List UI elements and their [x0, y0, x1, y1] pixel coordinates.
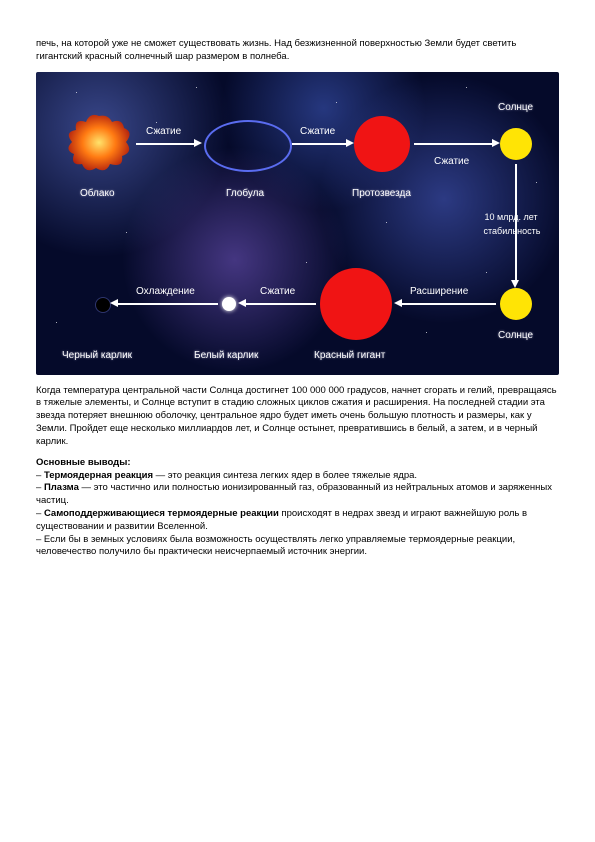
black-dwarf-label: Черный карлик [62, 350, 132, 361]
c2-prefix: – [36, 482, 44, 493]
intro-paragraph: печь, на которой уже не сможет существов… [36, 38, 559, 64]
node-black-dwarf [95, 297, 111, 313]
c1-term: Термоядерная реакция [44, 470, 153, 481]
arrow-4-label: Расширение [410, 286, 468, 297]
arrow-3 [414, 143, 494, 145]
c4-text: – Если бы в земных условиях была возможн… [36, 534, 515, 558]
arrow-1-label: Сжатие [146, 126, 181, 137]
conclusions-title: Основные выводы: [36, 457, 130, 468]
arrow-4 [402, 303, 496, 305]
node-cloud [64, 112, 134, 174]
node-sun-bottom [500, 288, 532, 320]
arrow-2-label: Сжатие [300, 126, 335, 137]
cloud-label: Облако [80, 188, 115, 199]
white-dwarf-label: Белый карлик [194, 350, 258, 361]
node-protostar [354, 116, 410, 172]
node-red-giant [320, 268, 392, 340]
globula-label: Глобула [226, 188, 264, 199]
stellar-evolution-diagram: Сжатие Сжатие Сжатие 10 млрд. лет стабил… [36, 72, 559, 375]
arrow-6-label: Охлаждение [136, 286, 195, 297]
stability-label-2: стабильность [464, 226, 559, 236]
arrow-stability [515, 164, 517, 282]
arrow-5-label: Сжатие [260, 286, 295, 297]
conclusions: Основные выводы: – Термоядерная реакция … [36, 457, 559, 560]
arrow-2 [292, 143, 348, 145]
node-sun-top [500, 128, 532, 160]
sun-bottom-label: Солнце [498, 330, 533, 341]
red-giant-label: Красный гигант [314, 350, 385, 361]
sun-top-label: Солнце [498, 102, 533, 113]
arrow-3-label: Сжатие [434, 156, 469, 167]
c2-term: Плазма [44, 482, 79, 493]
c2-text: — это частично или полностью ионизирован… [36, 482, 552, 506]
c3-term: Самоподдерживающиеся термоядерные реакци… [44, 508, 279, 519]
arrow-6 [118, 303, 218, 305]
node-white-dwarf [222, 297, 236, 311]
arrow-5 [246, 303, 316, 305]
middle-paragraph: Когда температура центральной части Солн… [36, 385, 559, 449]
c3-prefix: – [36, 508, 44, 519]
c1-text: — это реакция синтеза легких ядер в боле… [153, 470, 417, 481]
node-globula [204, 120, 292, 172]
stability-label-1: 10 млрд. лет [466, 212, 556, 222]
c1-prefix: – [36, 470, 44, 481]
arrow-1 [136, 143, 196, 145]
protostar-label: Протозвезда [352, 188, 411, 199]
